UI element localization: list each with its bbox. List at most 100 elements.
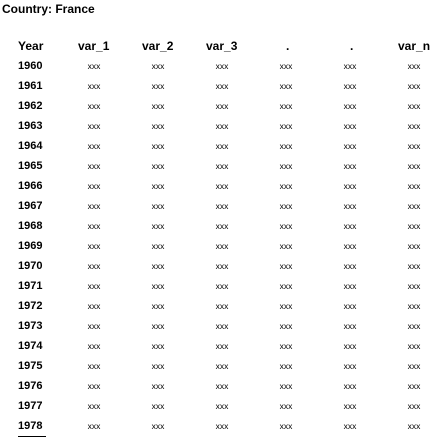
value-cell: xxx (215, 341, 229, 351)
value-cell: xxx (215, 201, 229, 211)
value-cell: xxx (87, 321, 101, 331)
table-row: 1975 xxx xxx xxx xxx xxx xxx (0, 356, 442, 376)
table-row-partial (0, 436, 442, 443)
value-cell: xxx (407, 321, 421, 331)
year-cell: 1968 (18, 220, 43, 232)
value-cell: xxx (279, 141, 293, 151)
year-cell: 1973 (18, 320, 43, 332)
value-cell: xxx (407, 161, 421, 171)
value-cell: xxx (279, 61, 293, 71)
year-cell: 1975 (18, 360, 43, 372)
value-cell: xxx (407, 201, 421, 211)
value-cell: xxx (343, 381, 357, 391)
table-row: 1960 xxx xxx xxx xxx xxx xxx (0, 56, 442, 76)
value-cell: xxx (215, 221, 229, 231)
value-cell: xxx (87, 301, 101, 311)
value-cell: xxx (151, 101, 165, 111)
value-cell: xxx (343, 121, 357, 131)
value-cell: xxx (87, 381, 101, 391)
value-cell: xxx (279, 341, 293, 351)
year-cell: 1962 (18, 100, 43, 112)
table-row: 1966 xxx xxx xxx xxx xxx xxx (0, 176, 442, 196)
value-cell: xxx (215, 421, 229, 431)
value-cell: xxx (151, 281, 165, 291)
page-title: Country: France (2, 2, 95, 16)
year-cell: 1974 (18, 340, 43, 352)
value-cell: xxx (279, 401, 293, 411)
value-cell: xxx (279, 241, 293, 251)
value-cell: xxx (215, 81, 229, 91)
table-row: 1964 xxx xxx xxx xxx xxx xxx (0, 136, 442, 156)
value-cell: xxx (343, 361, 357, 371)
table-row: 1962 xxx xxx xxx xxx xxx xxx (0, 96, 442, 116)
value-cell: xxx (279, 101, 293, 111)
header-var-1: var_1 (78, 39, 110, 53)
value-cell: xxx (343, 61, 357, 71)
value-cell: xxx (407, 101, 421, 111)
value-cell: xxx (87, 241, 101, 251)
table-row: 1976 xxx xxx xxx xxx xxx xxx (0, 376, 442, 396)
value-cell: xxx (151, 61, 165, 71)
header-ellipsis-1: . (286, 39, 290, 53)
header-var-2: var_2 (142, 39, 174, 53)
year-cell: 1967 (18, 200, 43, 212)
value-cell: xxx (279, 301, 293, 311)
value-cell: xxx (87, 181, 101, 191)
year-cell: 1961 (18, 80, 43, 92)
value-cell: xxx (215, 101, 229, 111)
header-var-3: var_3 (206, 39, 238, 53)
value-cell: xxx (87, 221, 101, 231)
value-cell: xxx (87, 361, 101, 371)
year-cell: 1976 (18, 380, 43, 392)
value-cell: xxx (87, 401, 101, 411)
value-cell: xxx (215, 121, 229, 131)
table-body: 1960 xxx xxx xxx xxx xxx xxx 1961 xxx xxx xxx xxx xx… (0, 56, 442, 436)
year-cell: 1965 (18, 160, 43, 172)
value-cell: xxx (407, 141, 421, 151)
table-header-row: Year var_1 var_2 var_3 . . var_n (0, 36, 442, 56)
value-cell: xxx (407, 381, 421, 391)
value-cell: xxx (407, 261, 421, 271)
value-cell: xxx (343, 421, 357, 431)
value-cell: xxx (151, 181, 165, 191)
value-cell: xxx (87, 121, 101, 131)
table-row: 1968 xxx xxx xxx xxx xxx xxx (0, 216, 442, 236)
value-cell: xxx (151, 321, 165, 331)
value-cell: xxx (151, 381, 165, 391)
value-cell: xxx (343, 401, 357, 411)
value-cell: xxx (343, 261, 357, 271)
value-cell: xxx (279, 281, 293, 291)
value-cell: xxx (407, 121, 421, 131)
value-cell: xxx (87, 101, 101, 111)
value-cell: xxx (279, 361, 293, 371)
year-cell: 1963 (18, 120, 43, 132)
value-cell: xxx (87, 161, 101, 171)
table-row: 1963 xxx xxx xxx xxx xxx xxx (0, 116, 442, 136)
value-cell: xxx (215, 281, 229, 291)
year-cell: 1960 (18, 60, 43, 72)
value-cell: xxx (279, 81, 293, 91)
value-cell: xxx (215, 181, 229, 191)
table-row: 1965 xxx xxx xxx xxx xxx xxx (0, 156, 442, 176)
value-cell: xxx (87, 281, 101, 291)
value-cell: xxx (407, 401, 421, 411)
value-cell: xxx (343, 321, 357, 331)
year-cell: 1969 (18, 240, 43, 252)
value-cell: xxx (151, 121, 165, 131)
value-cell: xxx (215, 321, 229, 331)
value-cell: xxx (151, 161, 165, 171)
value-cell: xxx (151, 421, 165, 431)
value-cell: xxx (215, 261, 229, 271)
value-cell: xxx (215, 241, 229, 251)
value-cell: xxx (407, 61, 421, 71)
value-cell: xxx (407, 301, 421, 311)
value-cell: xxx (343, 281, 357, 291)
year-cell: 1966 (18, 180, 43, 192)
value-cell: xxx (151, 401, 165, 411)
value-cell: xxx (87, 81, 101, 91)
value-cell: xxx (87, 201, 101, 211)
value-cell: xxx (407, 241, 421, 251)
value-cell: xxx (215, 381, 229, 391)
year-cell: 1964 (18, 140, 43, 152)
value-cell: xxx (343, 141, 357, 151)
